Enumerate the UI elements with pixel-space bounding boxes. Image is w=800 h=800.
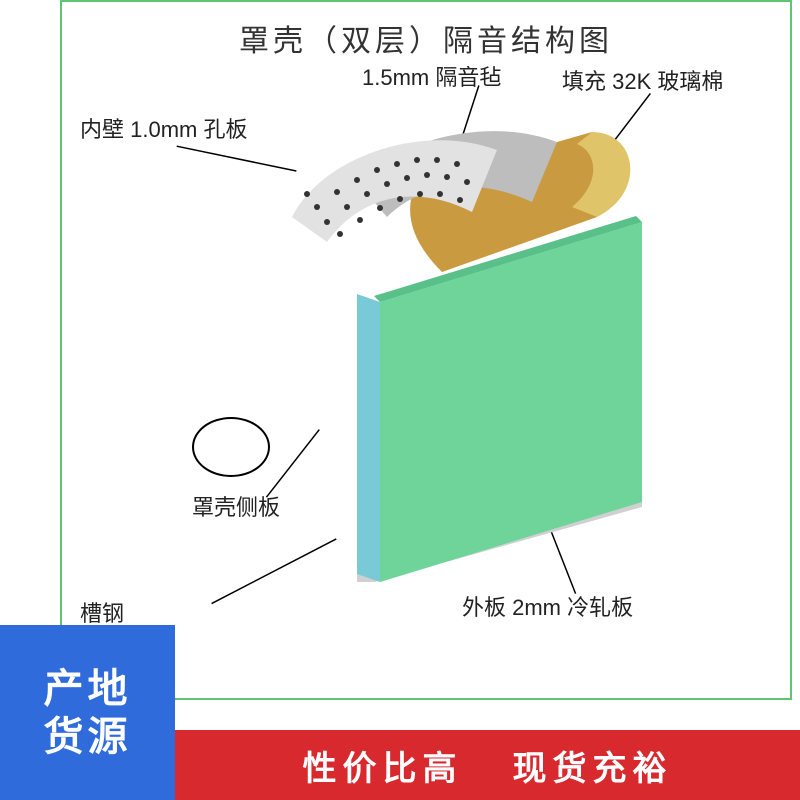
badge-in-stock: 现货充裕 <box>513 741 673 790</box>
layered-structure-diagram <box>262 122 682 582</box>
side-panel-shape <box>357 294 380 582</box>
badge-origin-line2: 货源 <box>44 713 132 761</box>
outer-panel-face <box>380 222 642 582</box>
diagram-frame: 罩壳（双层）隔音结构图 内壁 1.0mm 孔板 1.5mm 隔音毡 填充 32K… <box>60 0 792 700</box>
badge-origin-line1: 产地 <box>44 665 132 713</box>
badge-origin: 产地 货源 <box>0 625 175 800</box>
badge-selling-points: 性价比高 现货充裕 <box>175 730 800 800</box>
badge-value-ratio: 性价比高 <box>303 741 463 790</box>
